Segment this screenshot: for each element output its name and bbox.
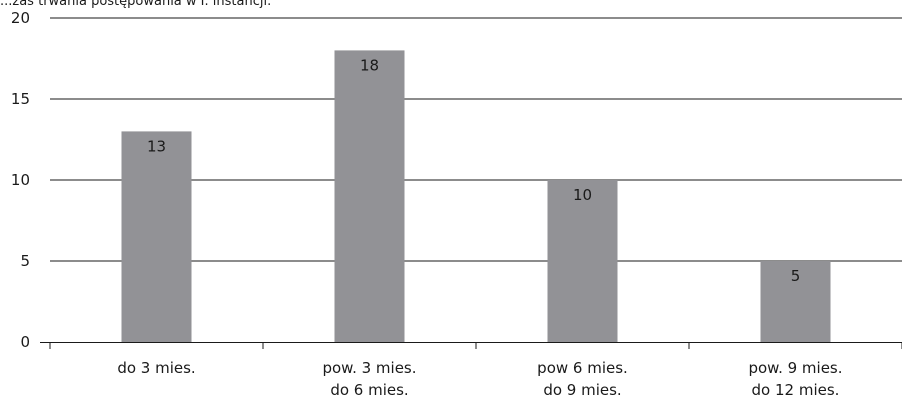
chart-title: ...zas trwania postępowania w I. instanc… [0, 0, 271, 9]
bar-3 [760, 261, 831, 342]
y-tick-label-5: 5 [20, 252, 30, 270]
y-tick-label-10: 10 [11, 171, 30, 189]
x-tick-label-1-1: do 6 mies. [330, 381, 408, 399]
data-label-1: 18 [360, 56, 379, 74]
bar-2 [547, 180, 618, 342]
data-label-2: 10 [573, 186, 592, 204]
y-tick-label-20: 20 [11, 9, 30, 27]
x-axis: do 3 mies. pow. 3 mies. do 6 mies. pow 6 mi… [40, 342, 902, 399]
x-tick-label-3-0: pow. 9 mies. [748, 359, 842, 377]
bar-1 [334, 50, 405, 343]
bars: 13 18 10 5 [121, 50, 831, 343]
x-tick-label-3-1: do 12 mies. [752, 381, 840, 399]
x-tick-label-2-0: pow 6 mies. [537, 359, 628, 377]
y-tick-label-15: 15 [11, 90, 30, 108]
y-axis-ticks: 0 5 10 15 20 [11, 9, 30, 351]
data-label-0: 13 [147, 137, 166, 155]
gridlines [50, 17, 902, 262]
x-tick-label-0-0: do 3 mies. [117, 359, 195, 377]
x-tick-label-1-0: pow. 3 mies. [322, 359, 416, 377]
y-tick-label-0: 0 [20, 333, 30, 351]
bar-0 [121, 131, 192, 342]
data-label-3: 5 [791, 267, 801, 285]
x-tick-label-2-1: do 9 mies. [543, 381, 621, 399]
